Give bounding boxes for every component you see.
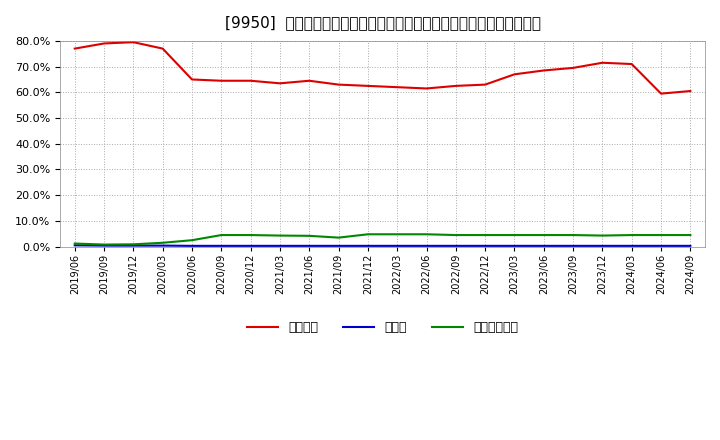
- 繰延税金資産: [510, 232, 519, 238]
- のれん: [246, 243, 255, 249]
- のれん: [627, 243, 636, 249]
- 繰延税金資産: [422, 231, 431, 237]
- 繰延税金資産: [100, 242, 109, 247]
- のれん: [686, 243, 695, 249]
- のれん: [451, 243, 460, 249]
- のれん: [657, 243, 665, 249]
- 繰延税金資産: [569, 232, 577, 238]
- 繰延税金資産: [451, 232, 460, 238]
- Line: 繰延税金資産: 繰延税金資産: [75, 234, 690, 245]
- のれん: [71, 243, 79, 248]
- 自己資本: [71, 46, 79, 51]
- のれん: [393, 243, 402, 249]
- 繰延税金資産: [188, 238, 197, 243]
- のれん: [129, 243, 138, 248]
- 繰延税金資産: [129, 242, 138, 247]
- 繰延税金資産: [276, 233, 284, 238]
- 繰延税金資産: [334, 235, 343, 240]
- 自己資本: [510, 72, 519, 77]
- のれん: [481, 243, 490, 249]
- 自己資本: [539, 68, 548, 73]
- 自己資本: [129, 40, 138, 45]
- 自己資本: [598, 60, 607, 66]
- のれん: [510, 243, 519, 249]
- のれん: [598, 243, 607, 249]
- のれん: [422, 243, 431, 249]
- 自己資本: [305, 78, 314, 84]
- のれん: [569, 243, 577, 249]
- 自己資本: [364, 83, 372, 88]
- 自己資本: [451, 83, 460, 88]
- 自己資本: [158, 46, 167, 51]
- 繰延税金資産: [657, 232, 665, 238]
- 繰延税金資産: [305, 233, 314, 238]
- 自己資本: [422, 86, 431, 91]
- 自己資本: [569, 65, 577, 70]
- 繰延税金資産: [481, 232, 490, 238]
- 自己資本: [481, 82, 490, 87]
- のれん: [334, 243, 343, 249]
- 自己資本: [334, 82, 343, 87]
- 自己資本: [686, 88, 695, 94]
- 繰延税金資産: [539, 232, 548, 238]
- Title: [9950]  自己資本、のれん、繰延税金資産の総資産に対する比率の推移: [9950] 自己資本、のれん、繰延税金資産の総資産に対する比率の推移: [225, 15, 541, 30]
- 繰延税金資産: [627, 232, 636, 238]
- 自己資本: [627, 62, 636, 67]
- 繰延税金資産: [246, 232, 255, 238]
- のれん: [276, 243, 284, 249]
- のれん: [158, 243, 167, 248]
- 自己資本: [246, 78, 255, 84]
- 自己資本: [217, 78, 225, 84]
- 繰延税金資産: [364, 231, 372, 237]
- 繰延税金資産: [393, 231, 402, 237]
- 自己資本: [657, 91, 665, 96]
- 自己資本: [100, 41, 109, 46]
- 繰延税金資産: [217, 232, 225, 238]
- のれん: [539, 243, 548, 249]
- のれん: [188, 243, 197, 249]
- のれん: [217, 243, 225, 249]
- 自己資本: [276, 81, 284, 86]
- のれん: [100, 243, 109, 248]
- のれん: [305, 243, 314, 249]
- 繰延税金資産: [71, 241, 79, 246]
- 自己資本: [188, 77, 197, 82]
- 繰延税金資産: [686, 232, 695, 238]
- 自己資本: [393, 84, 402, 90]
- 繰延税金資産: [598, 233, 607, 238]
- Legend: 自己資本, のれん, 繰延税金資産: 自己資本, のれん, 繰延税金資産: [242, 316, 523, 339]
- 繰延税金資産: [158, 240, 167, 246]
- Line: 自己資本: 自己資本: [75, 42, 690, 94]
- のれん: [364, 243, 372, 249]
